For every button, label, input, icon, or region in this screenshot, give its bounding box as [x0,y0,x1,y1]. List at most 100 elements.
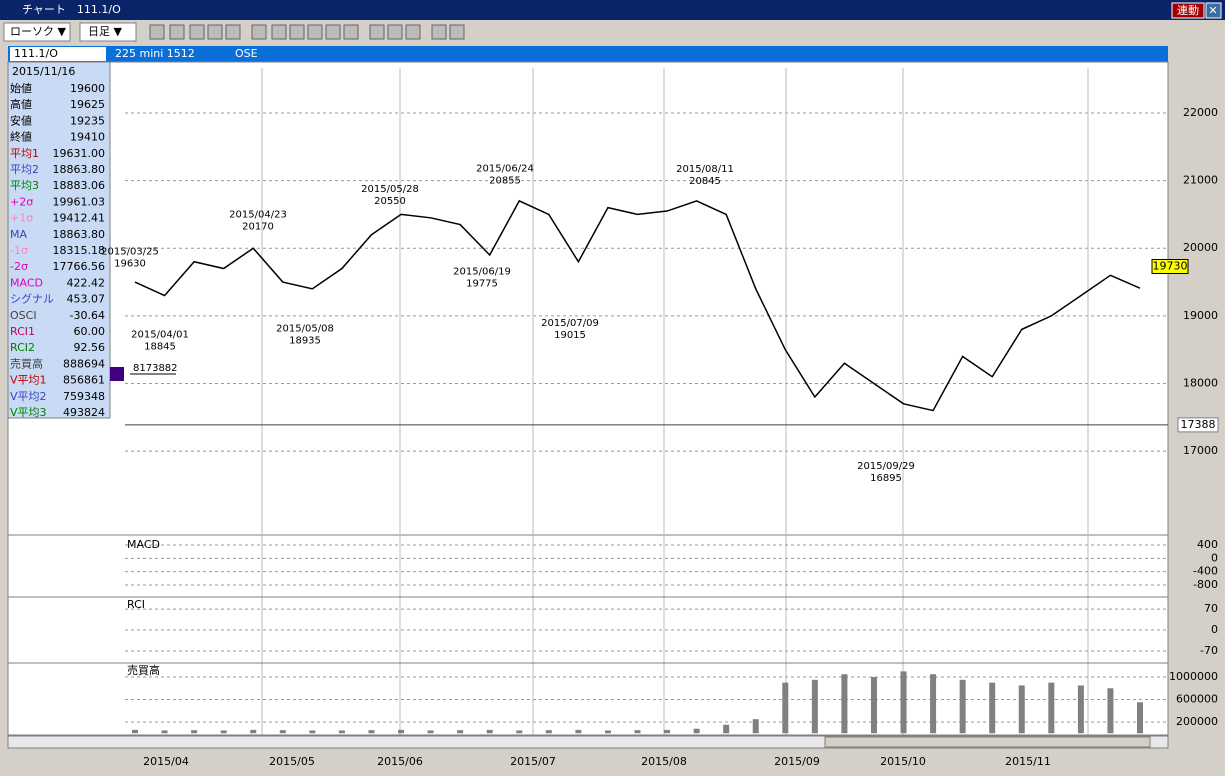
annotation-date: 2015/04/01 [131,329,189,340]
period-label[interactable]: 日足 ▼ [88,25,122,38]
annotation-value: 20550 [374,196,406,207]
info-label: 高値 [10,97,32,111]
exchange: OSE [235,47,258,60]
symbol-input[interactable] [10,47,106,61]
info-value: 888694 [63,357,105,370]
link-button-label[interactable]: 連動 [1177,3,1199,17]
annotation-date: 2015/06/19 [453,266,511,277]
info-value: -30.64 [70,309,105,322]
title-bar [0,0,1225,20]
scroll-thumb[interactable] [824,736,1151,748]
toolbar-icons[interactable] [149,24,465,40]
volume-bar [870,677,877,734]
x-tick-label: 2015/08 [641,755,687,768]
annotation-date: 2015/04/23 [229,210,287,221]
info-label: シグナル [10,292,54,306]
info-value: 92.56 [74,341,106,354]
annotation-date: 2015/05/08 [276,323,334,334]
volume-bar [309,730,316,734]
info-label: +2σ [10,195,33,208]
y-tick-label: 400 [1197,538,1218,551]
volume-bar [811,679,818,734]
info-value: 18863.80 [53,228,106,241]
volume-bar [427,730,434,734]
volume-bar [368,730,375,734]
y-tick-label: 0 [1211,551,1218,564]
volume-bar [723,724,730,734]
window-title: チャート 111.1/O [22,3,121,16]
plot-area [7,61,1169,737]
info-value: 19235 [70,114,105,127]
x-tick-label: 2015/07 [510,755,556,768]
volume-bar [634,730,641,734]
x-tick-label: 2015/04 [143,755,189,768]
x-tick-label: 2015/09 [774,755,820,768]
close-icon[interactable]: ✕ [1208,4,1217,17]
info-label: OSCI [10,309,37,322]
info-panel [7,61,111,419]
annotation-value: 20855 [489,175,521,186]
y-tick-label: 19000 [1183,309,1218,322]
panel-title: 売買高 [127,663,160,677]
annotation-date: 2015/03/25 [101,246,159,257]
info-label: +1σ [10,212,33,225]
y-tick-label: 21000 [1183,174,1218,187]
info-label: V平均3 [10,406,47,419]
info-value: 19625 [70,98,105,111]
y-tick-label: 1000000 [1169,670,1218,683]
symbol-name: 225 mini 1512 [115,47,195,60]
period-select[interactable] [79,22,137,42]
info-value: 19600 [70,82,105,95]
chart-type-label[interactable]: ローソク ▼ [10,25,66,38]
volume-bar [1048,682,1055,734]
annotation-date: 2015/09/29 [857,461,915,472]
volume-bar [930,674,937,734]
volume-bar [989,682,996,734]
x-tick-label: 2015/11 [1005,755,1051,768]
y-tick-label: -70 [1200,644,1218,657]
info-label: -1σ [10,244,28,257]
last-price-label: 19730 [1153,260,1188,273]
close-button[interactable] [1205,2,1222,19]
info-label: 平均1 [10,147,39,160]
y-tick-label: 20000 [1183,241,1218,254]
last-price-tag [1151,259,1189,275]
volume-bar [250,729,257,734]
volume-marker-box [110,367,124,381]
info-label: MACD [10,276,43,289]
volume-bar [752,719,759,734]
annotation-value: 16895 [870,473,902,484]
info-label: RCI1 [10,325,35,338]
symbol-bar [8,46,1168,62]
y-tick-label: 0 [1211,623,1218,636]
info-date: 2015/11/16 [12,65,75,78]
volume-bar [1018,685,1025,734]
volume-bar [191,730,198,734]
volume-bar [220,730,227,734]
annotation-date: 2015/07/09 [541,318,599,329]
info-label: 終値 [10,130,32,144]
info-label: -2σ [10,260,28,273]
info-label: V平均1 [10,374,47,387]
x-tick-label: 2015/06 [377,755,423,768]
annotation-value: 20845 [689,176,721,187]
info-label: V平均2 [10,390,47,403]
symbol-code[interactable]: 111.1/O [14,47,58,60]
info-value: 19410 [70,131,105,144]
chart-type-select[interactable] [3,22,71,42]
volume-bar [161,730,168,734]
info-value: 18863.80 [53,163,106,176]
panel-title: MACD [127,538,160,551]
link-button[interactable] [1171,2,1205,19]
volume-bar [486,729,493,734]
info-value: 422.42 [67,276,106,289]
volume-bar [664,729,671,734]
info-label: RCI2 [10,341,35,354]
volume-bar [604,730,611,734]
y-tick-label: -400 [1193,565,1218,578]
annotation-value: 19775 [466,278,498,289]
volume-bar [1107,688,1114,734]
volume-bar [132,729,138,734]
info-label: MA [10,228,27,241]
